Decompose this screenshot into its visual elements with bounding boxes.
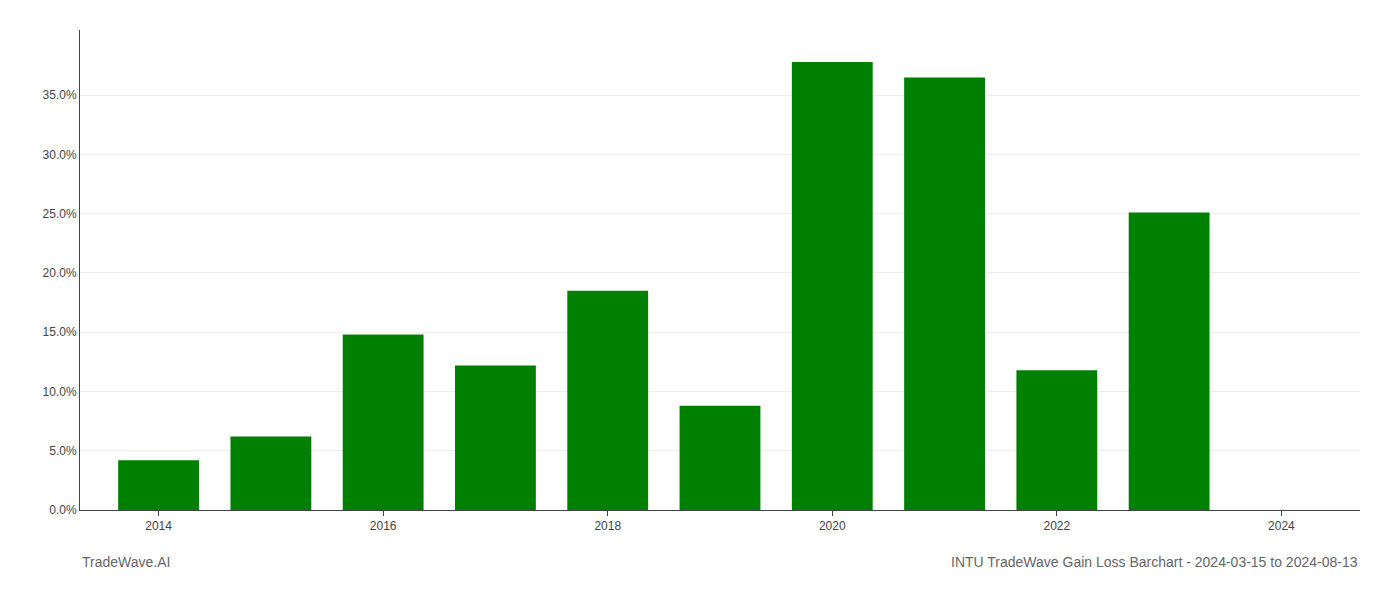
svg-text:INTU TradeWave Gain Loss Barch: INTU TradeWave Gain Loss Barchart - 2024… — [951, 554, 1358, 570]
svg-text:15.0%: 15.0% — [43, 325, 77, 339]
svg-text:30.0%: 30.0% — [43, 148, 77, 162]
svg-text:5.0%: 5.0% — [49, 444, 77, 458]
svg-text:TradeWave.AI: TradeWave.AI — [82, 554, 170, 570]
svg-text:2022: 2022 — [1043, 519, 1070, 533]
svg-text:35.0%: 35.0% — [43, 88, 77, 102]
svg-text:2024: 2024 — [1268, 519, 1295, 533]
svg-text:20.0%: 20.0% — [43, 266, 77, 280]
svg-text:0.0%: 0.0% — [49, 503, 77, 517]
svg-text:2018: 2018 — [594, 519, 621, 533]
svg-text:2014: 2014 — [145, 519, 172, 533]
svg-text:25.0%: 25.0% — [43, 207, 77, 221]
svg-text:10.0%: 10.0% — [43, 385, 77, 399]
svg-text:2020: 2020 — [819, 519, 846, 533]
svg-text:2016: 2016 — [370, 519, 397, 533]
